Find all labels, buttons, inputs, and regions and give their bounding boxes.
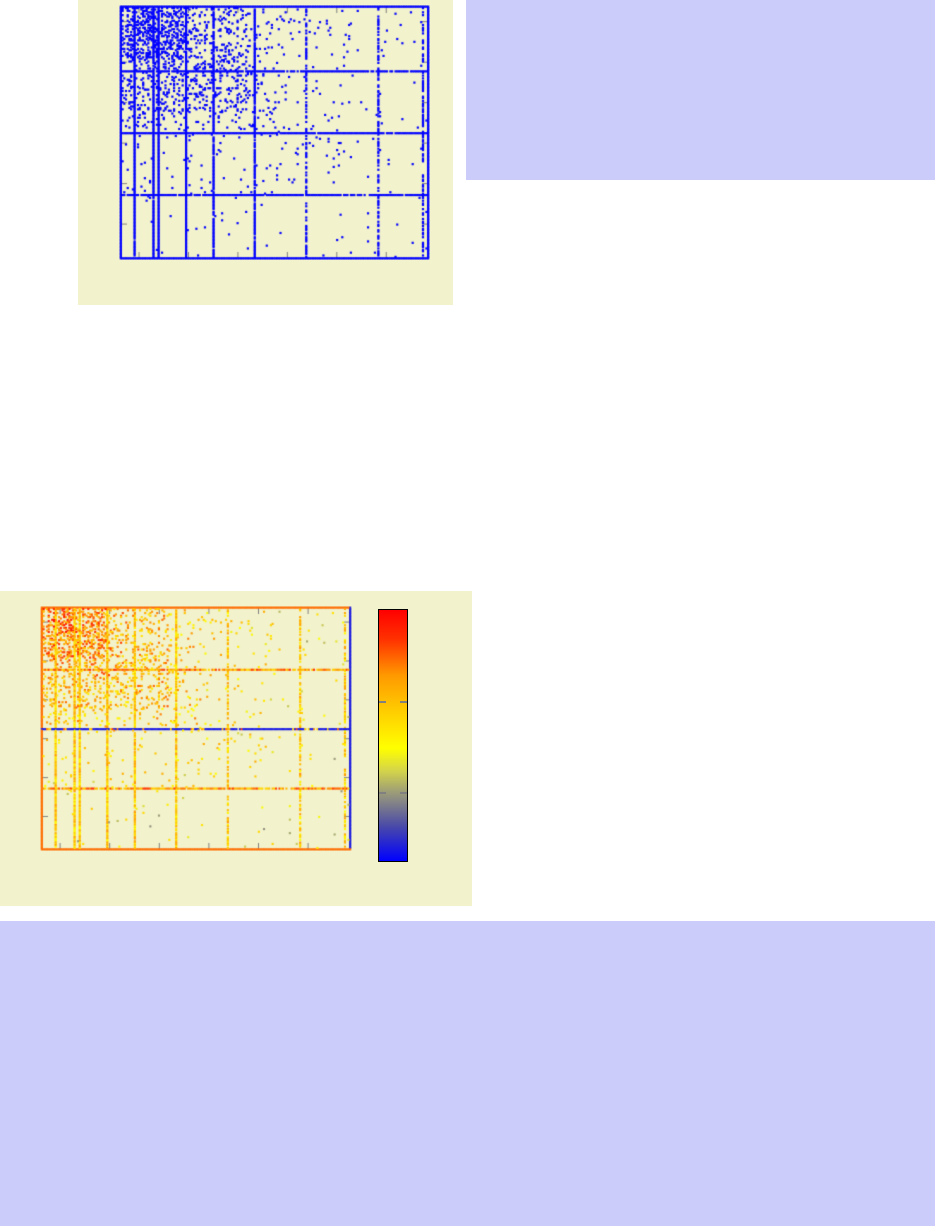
colored-spy-axes[interactable]	[40, 606, 352, 851]
colorbar-container[interactable]	[378, 609, 408, 862]
colorbar-tick-2-right	[400, 792, 407, 795]
monochrome-spy-canvas[interactable]	[119, 5, 430, 260]
colored-spy-panel	[0, 591, 472, 906]
monochrome-spy-axes[interactable]	[119, 5, 430, 260]
colorbar-tick-1-left	[379, 701, 386, 704]
value-colorbar[interactable]	[378, 609, 408, 862]
colorbar-tick-2-left	[379, 792, 386, 795]
top-right-empty-block	[466, 0, 935, 180]
colorbar-tick-1-right	[400, 701, 407, 704]
bottom-empty-block	[0, 921, 935, 1226]
monochrome-spy-panel	[78, 0, 453, 305]
colored-spy-canvas[interactable]	[40, 606, 352, 851]
